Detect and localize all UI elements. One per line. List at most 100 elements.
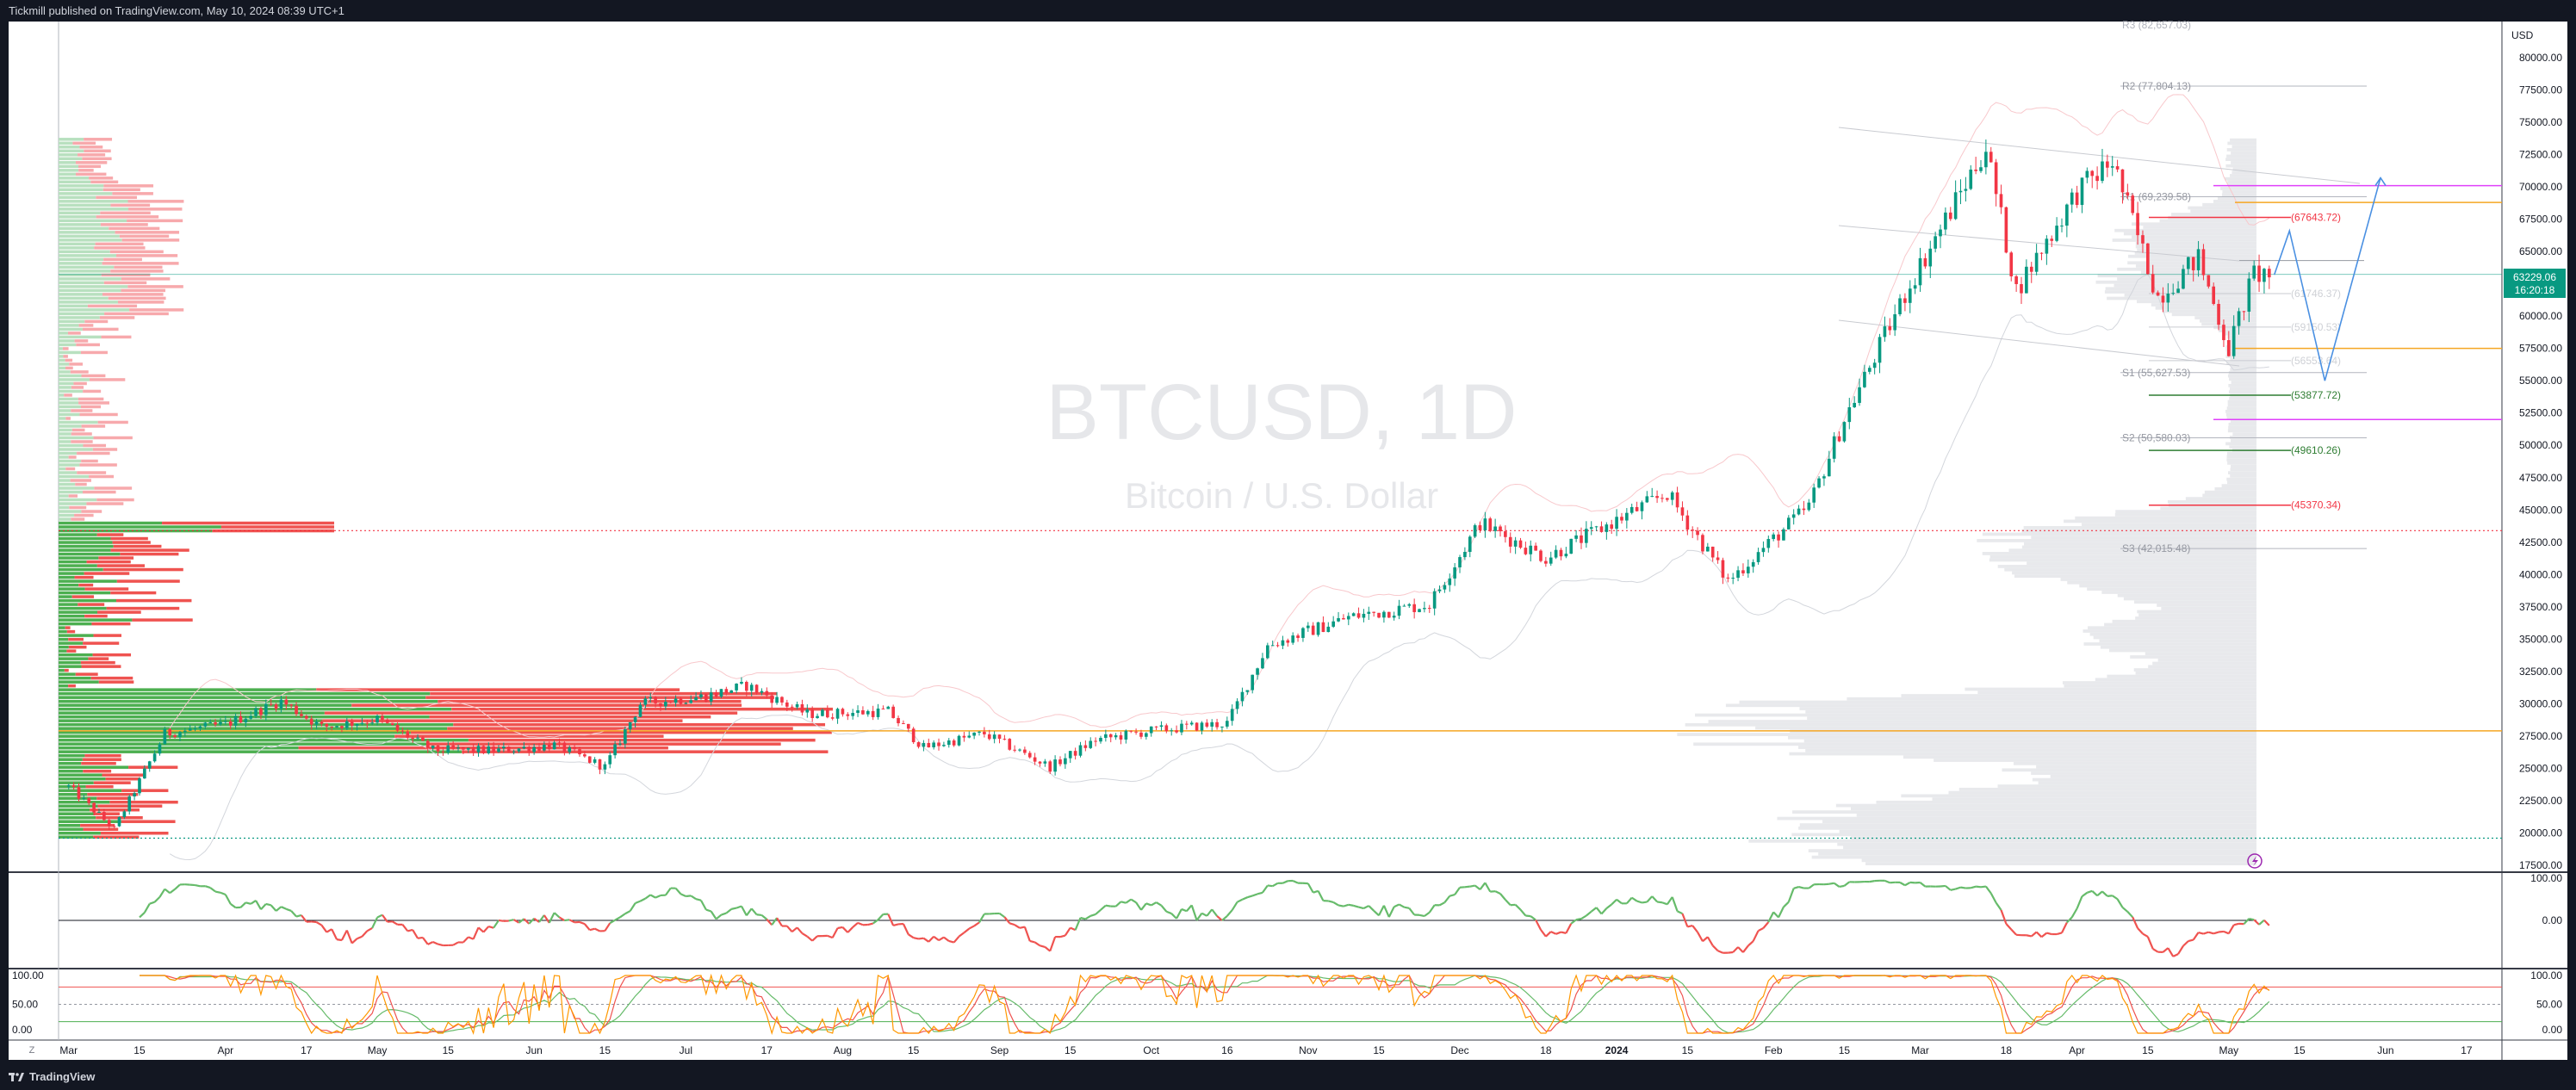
candle-down — [239, 716, 243, 723]
candle-down — [325, 723, 329, 727]
profile-down-bar — [430, 691, 778, 696]
profile-up-bar — [59, 610, 98, 614]
rsi-segment — [1642, 901, 1648, 904]
rsi-segment — [280, 906, 287, 910]
candle-up — [1984, 152, 1988, 168]
candle-down — [1478, 525, 1482, 530]
rsi-segment — [1479, 882, 1487, 890]
rsi-segment — [2026, 934, 2032, 938]
tradingview-brand[interactable]: TradingView — [9, 1070, 95, 1083]
rsi-segment — [1216, 915, 1223, 921]
candle-up — [1145, 733, 1148, 737]
rsi-segment — [1464, 885, 1470, 889]
candle-up — [1867, 368, 1871, 372]
lightning-icon[interactable] — [2247, 853, 2263, 869]
candle-down — [765, 691, 769, 696]
profile-up-bar — [59, 324, 79, 327]
rsi-segment — [1206, 908, 1214, 917]
tradingview-logo-icon — [9, 1072, 24, 1081]
rsi-segment — [1717, 950, 1723, 954]
rsi-segment — [351, 938, 358, 944]
profile-up-bar — [59, 374, 82, 378]
rsi-segment — [1691, 925, 1698, 933]
profile-bar — [2143, 226, 2256, 229]
profile-up-bar — [59, 606, 107, 610]
profile-down-bar — [64, 393, 72, 397]
profile-down-bar — [453, 722, 826, 727]
rsi-segment — [584, 923, 591, 931]
profile-up-bar — [59, 781, 94, 784]
candle-up — [699, 694, 703, 697]
candle-up — [1124, 730, 1128, 740]
projection-path[interactable] — [2273, 177, 2387, 381]
candle-down — [1994, 162, 1998, 195]
rsi-segment — [1469, 884, 1475, 888]
candle-down — [92, 802, 96, 813]
profile-up-bar — [59, 552, 121, 556]
price-tick: 57500.00 — [2519, 343, 2562, 355]
price-axis[interactable] — [2502, 22, 2567, 1060]
profile-bar — [2027, 561, 2256, 566]
time-tick: Sep — [990, 1044, 1009, 1056]
profile-down-bar — [68, 684, 76, 688]
profile-up-bar — [59, 455, 69, 459]
rsi-segment — [1120, 901, 1127, 904]
rsi-segment — [1034, 941, 1041, 947]
candle-up — [719, 689, 723, 697]
profile-bar — [2107, 296, 2256, 300]
profile-down-bar — [93, 812, 120, 815]
candle-down — [2217, 303, 2220, 325]
profile-down-bar — [81, 761, 116, 765]
rsi-segment — [1040, 944, 1046, 948]
time-tick: Aug — [834, 1044, 852, 1056]
level-label: (53877.72) — [2291, 389, 2341, 401]
profile-up-bar — [59, 463, 80, 467]
candle-down — [1083, 745, 1088, 748]
profile-up-bar — [59, 386, 71, 389]
candle-down — [1499, 526, 1502, 532]
profile-up-bar — [59, 308, 130, 312]
profile-down-bar — [117, 300, 164, 304]
time-axis[interactable] — [9, 1040, 2502, 1060]
profile-up-bar — [59, 835, 94, 839]
profile-down-bar — [438, 699, 742, 703]
profile-up-bar — [59, 575, 75, 579]
rsi-segment — [635, 900, 641, 905]
rsi-segment — [427, 940, 434, 945]
scale-toggle[interactable]: Z — [29, 1045, 35, 1056]
candle-down — [1356, 613, 1361, 618]
profile-bar — [2159, 219, 2256, 223]
rsi-segment — [750, 907, 758, 915]
profile-up-bar — [59, 362, 70, 366]
candle-down — [2257, 265, 2261, 282]
candle-up — [466, 747, 470, 750]
rsi-segment — [2005, 923, 2013, 931]
candle-up — [1574, 535, 1578, 539]
candle-down — [800, 703, 804, 713]
rsi-segment — [2198, 931, 2204, 935]
time-tick: Mar — [59, 1044, 78, 1056]
profile-bar — [2148, 665, 2256, 669]
rsi-segment — [230, 902, 237, 909]
profile-up-bar — [59, 773, 102, 777]
candle-down — [1989, 152, 1993, 163]
profile-down-bar — [96, 796, 130, 800]
candle-up — [314, 722, 319, 725]
candle-up — [886, 706, 891, 709]
profile-down-bar — [121, 277, 171, 281]
profile-bar — [2123, 597, 2256, 601]
profile-bar — [2117, 593, 2256, 598]
candle-down — [952, 740, 956, 746]
rsi-segment — [1348, 903, 1354, 907]
profile-up-bar — [59, 820, 121, 823]
rsi-segment — [1980, 885, 1987, 889]
candles[interactable] — [66, 139, 2271, 830]
candle-up — [1326, 626, 1331, 633]
profile-down-bar — [103, 184, 154, 188]
profile-down-bar — [86, 560, 131, 564]
candle-down — [830, 717, 835, 719]
time-tick: 15 — [133, 1044, 146, 1056]
profile-bar — [2188, 206, 2256, 210]
profile-up-bar — [59, 696, 426, 699]
